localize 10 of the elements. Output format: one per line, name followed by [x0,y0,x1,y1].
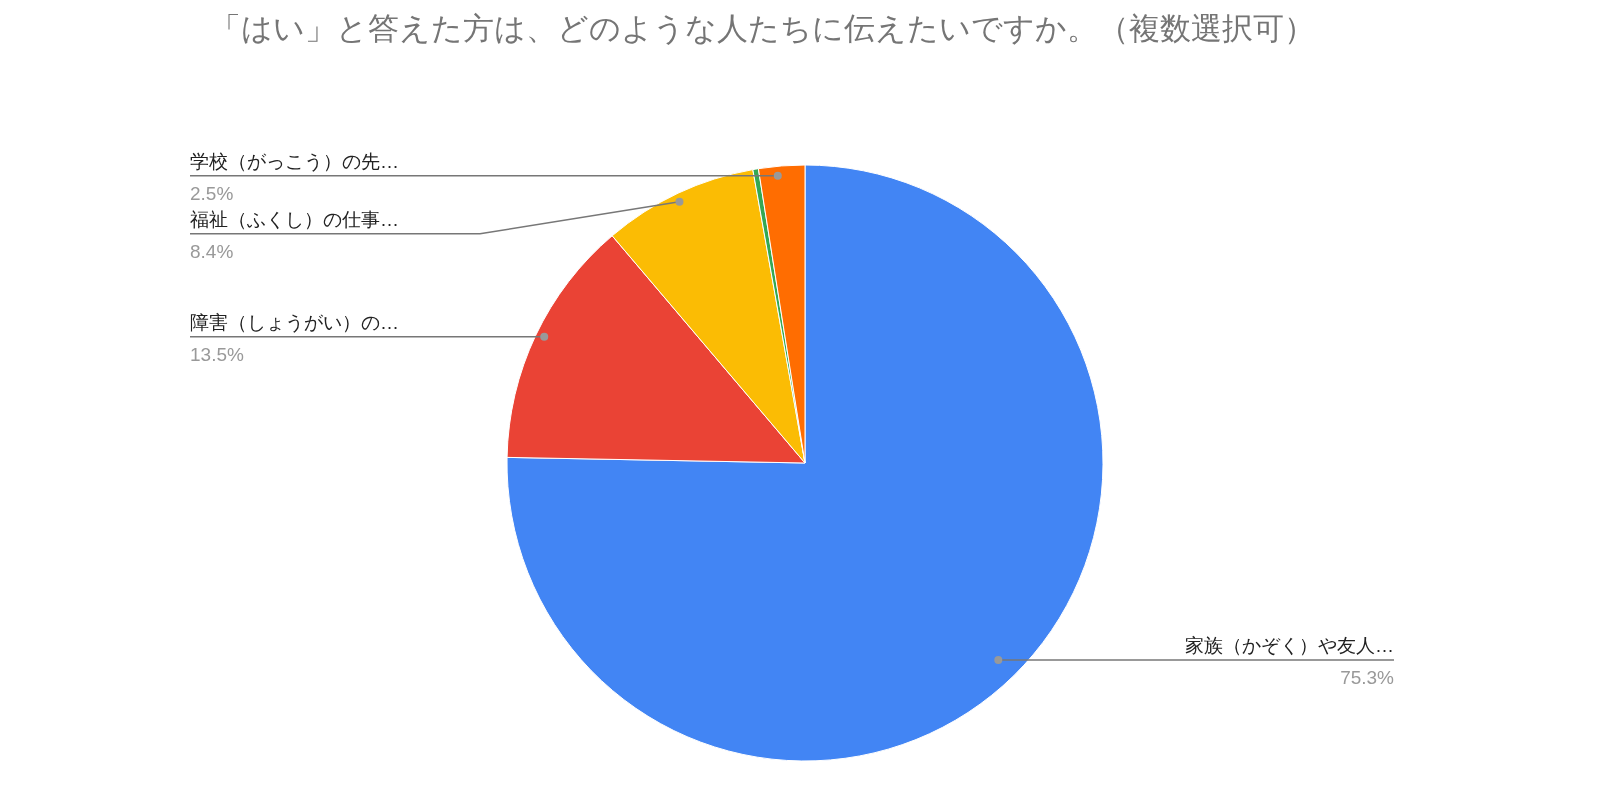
data-label: 13.5% [190,343,244,365]
chart-title: 「はい」と答えた方は、どのような人たちに伝えたいですか。（複数選択可） [210,10,1316,48]
pie-slice [506,164,1104,762]
slice-label: 学校（がっこう）の先… [190,150,399,172]
slice-label: 家族（かぞく）や友人… [1185,635,1394,657]
slice-label: 障害（しょうがい）の… [190,311,399,333]
slice-label: 福祉（ふくし）の仕事… [190,208,399,230]
data-label: 75.3% [1340,667,1395,689]
data-label: 2.5% [190,182,234,204]
data-label: 8.4% [190,240,234,262]
